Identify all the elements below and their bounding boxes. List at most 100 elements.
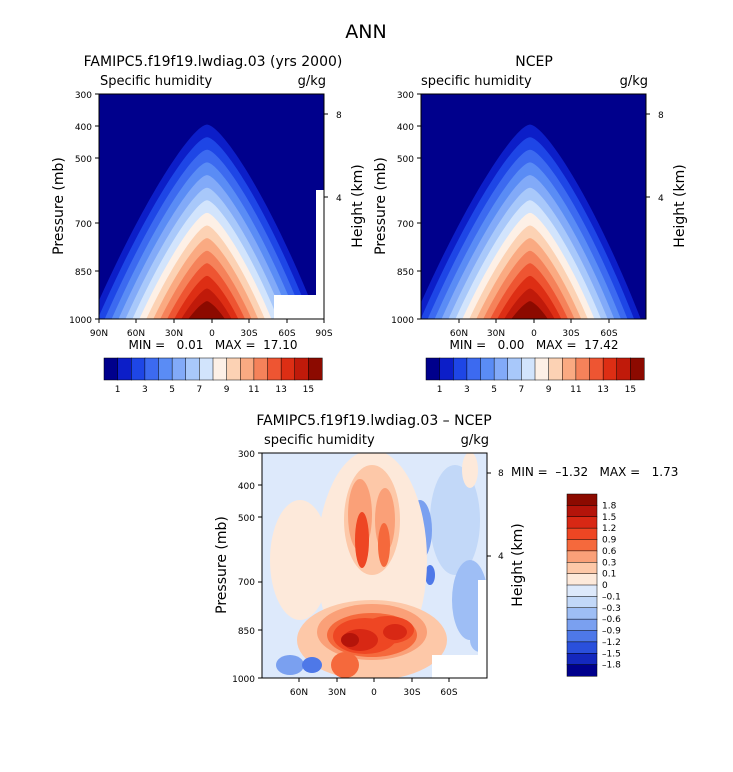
height-tick-label: 4 [658,194,664,204]
colorbar-cell [253,357,269,381]
y-tick-label: 500 [397,155,414,165]
missing-data-region [432,655,487,678]
colorbar-label: 15 [303,385,314,395]
panel-title: FAMIPC5.f19f19.lwdiag.03 (yrs 2000) [84,54,343,70]
x-tick-label: 30N [165,329,183,339]
colorbar-label: 7 [197,385,203,395]
y-tick-label: 1000 [69,316,92,326]
height-tick-label: 4 [336,194,342,204]
colorbar-label: 0.9 [602,536,617,546]
colorbar-cell [566,596,598,609]
contour-field [262,453,487,678]
colorbar-cell [566,630,598,643]
colorbar-cell [566,573,598,586]
contour-level [430,465,480,575]
colorbar-cell [566,653,598,666]
height-axis-label: Height (km) [672,164,688,247]
y-tick-label: 300 [75,91,92,101]
colorbar-cell [131,357,146,381]
colorbar-cell [199,357,214,381]
colorbar-cell [589,357,604,381]
min-max-stats: MIN = 0.01 MAX = 17.10 [129,338,298,352]
contour-level [378,523,390,567]
y-tick-label: 850 [238,627,255,637]
contour-level [511,301,548,319]
colorbar-label: –0.1 [602,592,621,602]
height-axis-label: Height (km) [510,523,526,606]
x-tick-label: 0 [531,329,537,339]
colorbar-cell [566,527,598,541]
colorbar-label: 0 [602,581,608,591]
colorbar-cell [616,357,631,381]
missing-data-region [316,190,324,295]
colorbar-cell [212,357,228,381]
colorbar-cell [534,357,550,381]
x-tick-label: 0 [371,688,377,698]
contour-level [341,633,359,647]
x-tick-label: 60N [127,329,145,339]
colorbar-cell [566,641,598,654]
y-axis-label: Pressure (mb) [51,157,67,255]
contour-field [99,94,324,319]
x-tick-label: 90S [315,329,332,339]
colorbar-label: 11 [570,385,581,395]
missing-data-region [478,580,487,655]
colorbar-label: 13 [275,385,286,395]
colorbar-cell [575,357,591,381]
x-tick-label: 30N [328,688,346,698]
x-tick-label: 90N [90,329,108,339]
panel-model: FAMIPC5.f19f19.lwdiag.03 (yrs 2000) Spec… [51,54,366,352]
y-tick-label: 1000 [232,675,255,685]
contour-level [383,624,407,640]
colorbar-cell [466,357,482,381]
colorbar-label: –0.9 [602,627,621,637]
colorbar-cell [548,357,563,381]
y-tick-label: 400 [238,482,255,492]
colorbar-cell [566,562,598,575]
height-axis-label: Height (km) [350,164,366,247]
panel-subtitle: specific humidity [421,74,532,89]
y-tick-label: 700 [397,220,414,230]
y-tick-label: 850 [75,268,92,278]
y-tick-label: 400 [397,123,414,133]
panel-difference: FAMIPC5.f19f19.lwdiag.03 – NCEP specific… [214,413,678,698]
colorbar-label: 1.2 [602,524,616,534]
colorbar-label: –1.8 [602,661,621,671]
colorbar-cell [566,584,598,597]
colorbar-label: 1 [115,385,121,395]
colorbar-cell [493,357,509,381]
contour-level [276,655,304,675]
x-tick-label: 60S [440,688,457,698]
contour-level [462,453,478,488]
colorbar-cell [240,357,255,381]
y-tick-label: 1000 [391,316,414,326]
contour-level [270,500,330,620]
x-tick-label: 0 [209,329,215,339]
colorbar-label: –0.3 [602,604,621,614]
panel-units: g/kg [620,74,648,89]
colorbar-cell [439,357,454,381]
colorbar-cell [480,357,495,381]
x-tick-label: 30S [562,329,579,339]
colorbar-cell [117,357,132,381]
colorbar-cell [171,357,187,381]
colorbar-label: –1.2 [602,638,621,648]
colorbar-cell [294,357,309,381]
colorbar-label: 7 [519,385,525,395]
colorbar-label: 3 [142,385,148,395]
y-tick-label: 300 [238,450,255,460]
colorbar-cell [602,357,618,381]
colorbar-ncep: 1 3 5 7 9 11 13 15 [425,357,645,395]
colorbar-cell [521,357,536,381]
colorbar-cell [185,357,200,381]
colorbar-label: 11 [248,385,259,395]
height-tick-label: 8 [336,111,342,121]
contour-level [425,565,435,585]
colorbar-difference: 1.81.51.20.90.60.30.10–0.1–0.3–0.6–0.9–1… [566,493,621,677]
x-tick-label: 60S [278,329,295,339]
colorbar-cell [566,539,598,552]
y-axis-label: Pressure (mb) [214,516,230,614]
colorbar-cell [158,357,173,381]
colorbar-cell [566,607,598,620]
